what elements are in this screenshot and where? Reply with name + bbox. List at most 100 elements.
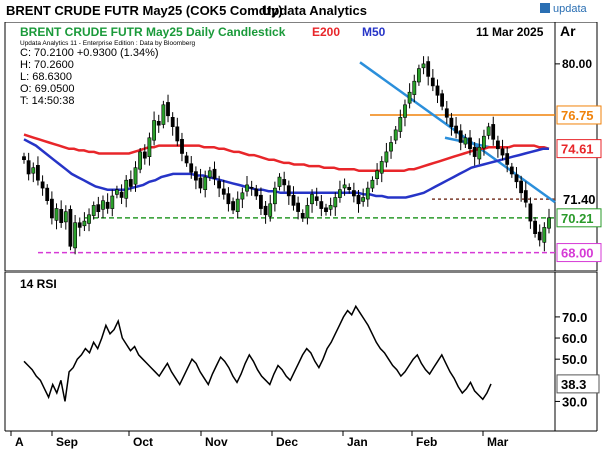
legend-m50: M50 <box>362 25 386 39</box>
date-label: Sep <box>56 435 78 449</box>
candle-body <box>45 187 50 202</box>
updata-logo-text: updata <box>553 3 587 15</box>
candle-body <box>514 174 519 183</box>
candle-body <box>519 180 524 194</box>
candle-body <box>337 189 342 198</box>
date-label: Dec <box>276 435 298 449</box>
rsi-current-value: 38.3 <box>561 377 586 392</box>
date-label: Oct <box>133 435 153 449</box>
info-time: T: 14:50:38 <box>20 95 74 107</box>
candle-body <box>403 104 407 118</box>
candle-body <box>189 163 194 173</box>
price-marker-box <box>556 105 602 125</box>
candle-body <box>180 139 184 154</box>
candle-body <box>96 204 101 213</box>
rsi-chart[interactable]: 14 RSI 70.0 60.0 50.0 30.0 38.3 <box>0 271 602 431</box>
candle-body <box>272 187 277 205</box>
candle-body <box>263 205 268 216</box>
price-chart[interactable]: BRENT CRUDE FUTR May25 Daily Candlestick… <box>0 22 602 271</box>
candle-body <box>133 167 138 185</box>
price-marker-label: 76.75 <box>561 108 594 123</box>
candle-body <box>77 222 82 228</box>
candle-body <box>328 205 333 210</box>
info-high: H: 70.2600 <box>20 59 74 71</box>
rsi-tick-label: 50.0 <box>562 352 587 367</box>
candle-body <box>235 198 240 213</box>
info-edition: Updata Analytics 11 - Enterprise Edition… <box>20 40 195 47</box>
date-label: A <box>15 435 24 449</box>
candle-body <box>217 180 222 189</box>
date-label: Jan <box>347 435 368 449</box>
candle-body <box>300 213 305 219</box>
candle-body <box>495 140 500 150</box>
candle-body <box>472 146 477 157</box>
candle-body <box>101 200 105 210</box>
candle-body <box>477 146 482 160</box>
candle-body <box>356 194 361 205</box>
candle-body <box>245 184 249 192</box>
candle-body <box>258 194 263 209</box>
rsi-tick-label: 30.0 <box>562 394 587 409</box>
candle-body <box>537 231 542 241</box>
candle-body <box>375 170 380 180</box>
candle-body <box>528 203 533 222</box>
rsi-frame <box>4 271 598 431</box>
price-label-71-40: 71.40 <box>563 192 596 207</box>
candle-body <box>347 187 352 191</box>
ema-200-line <box>23 133 550 173</box>
date-label: Feb <box>416 435 437 449</box>
legend-date: 11 Mar 2025 <box>476 25 544 39</box>
price-marker-label: 70.21 <box>561 211 594 226</box>
candle-body <box>505 153 510 165</box>
rsi-tick-label: 70.0 <box>562 310 587 325</box>
price-tick-80: 80.00 <box>562 57 592 71</box>
candle-body <box>314 196 319 201</box>
candle-body <box>166 102 170 117</box>
candle-body <box>198 177 203 189</box>
rsi-title: 14 RSI <box>20 277 57 291</box>
candle-body <box>203 176 208 191</box>
candle-body <box>142 151 147 159</box>
price-marker-box <box>556 208 602 228</box>
candle-body <box>310 194 314 205</box>
updata-logo-icon <box>540 3 550 13</box>
title-bar: BRENT CRUDE FUTR May25 (COK5 Comdty) Upd… <box>0 0 602 22</box>
candle-body <box>509 166 514 175</box>
candle-body <box>361 197 366 202</box>
candle-body <box>212 168 217 179</box>
candle-body <box>389 142 393 152</box>
candle-body <box>430 77 435 87</box>
candle-body <box>40 181 45 189</box>
candle-body <box>49 198 54 219</box>
candle-body <box>458 130 463 143</box>
candle-body <box>454 125 459 134</box>
candle-body <box>63 211 68 223</box>
candle-body <box>147 137 152 158</box>
candle-body <box>379 161 384 174</box>
candle-body <box>384 151 389 163</box>
candle-body <box>91 205 96 216</box>
candle-body <box>59 209 64 224</box>
source-name: Updata Analytics <box>262 3 367 18</box>
date-axis: 2024ASepOctNovDecJanFebMar <box>5 431 597 449</box>
rsi-line <box>23 304 492 402</box>
candle-body <box>412 80 417 95</box>
candle-body <box>31 167 36 174</box>
candle-body <box>286 185 291 197</box>
candle-body <box>231 201 236 211</box>
candle-body <box>468 137 472 150</box>
candle-body <box>486 126 491 136</box>
candle-body <box>161 104 166 125</box>
candle-body <box>416 68 421 83</box>
candle-body <box>547 217 551 229</box>
candle-body <box>365 187 370 200</box>
candle-body <box>407 91 412 104</box>
candle-body <box>305 205 310 219</box>
legend-instrument: BRENT CRUDE FUTR May25 Daily Candlestick <box>20 25 286 39</box>
candle-body <box>82 220 87 227</box>
legend-e200: E200 <box>312 25 340 39</box>
info-close: C: 70.2100 +0.9300 (1.34%) <box>20 47 159 59</box>
candle-body <box>226 193 231 205</box>
date-label: Nov <box>205 435 228 449</box>
candle-body <box>240 192 245 200</box>
